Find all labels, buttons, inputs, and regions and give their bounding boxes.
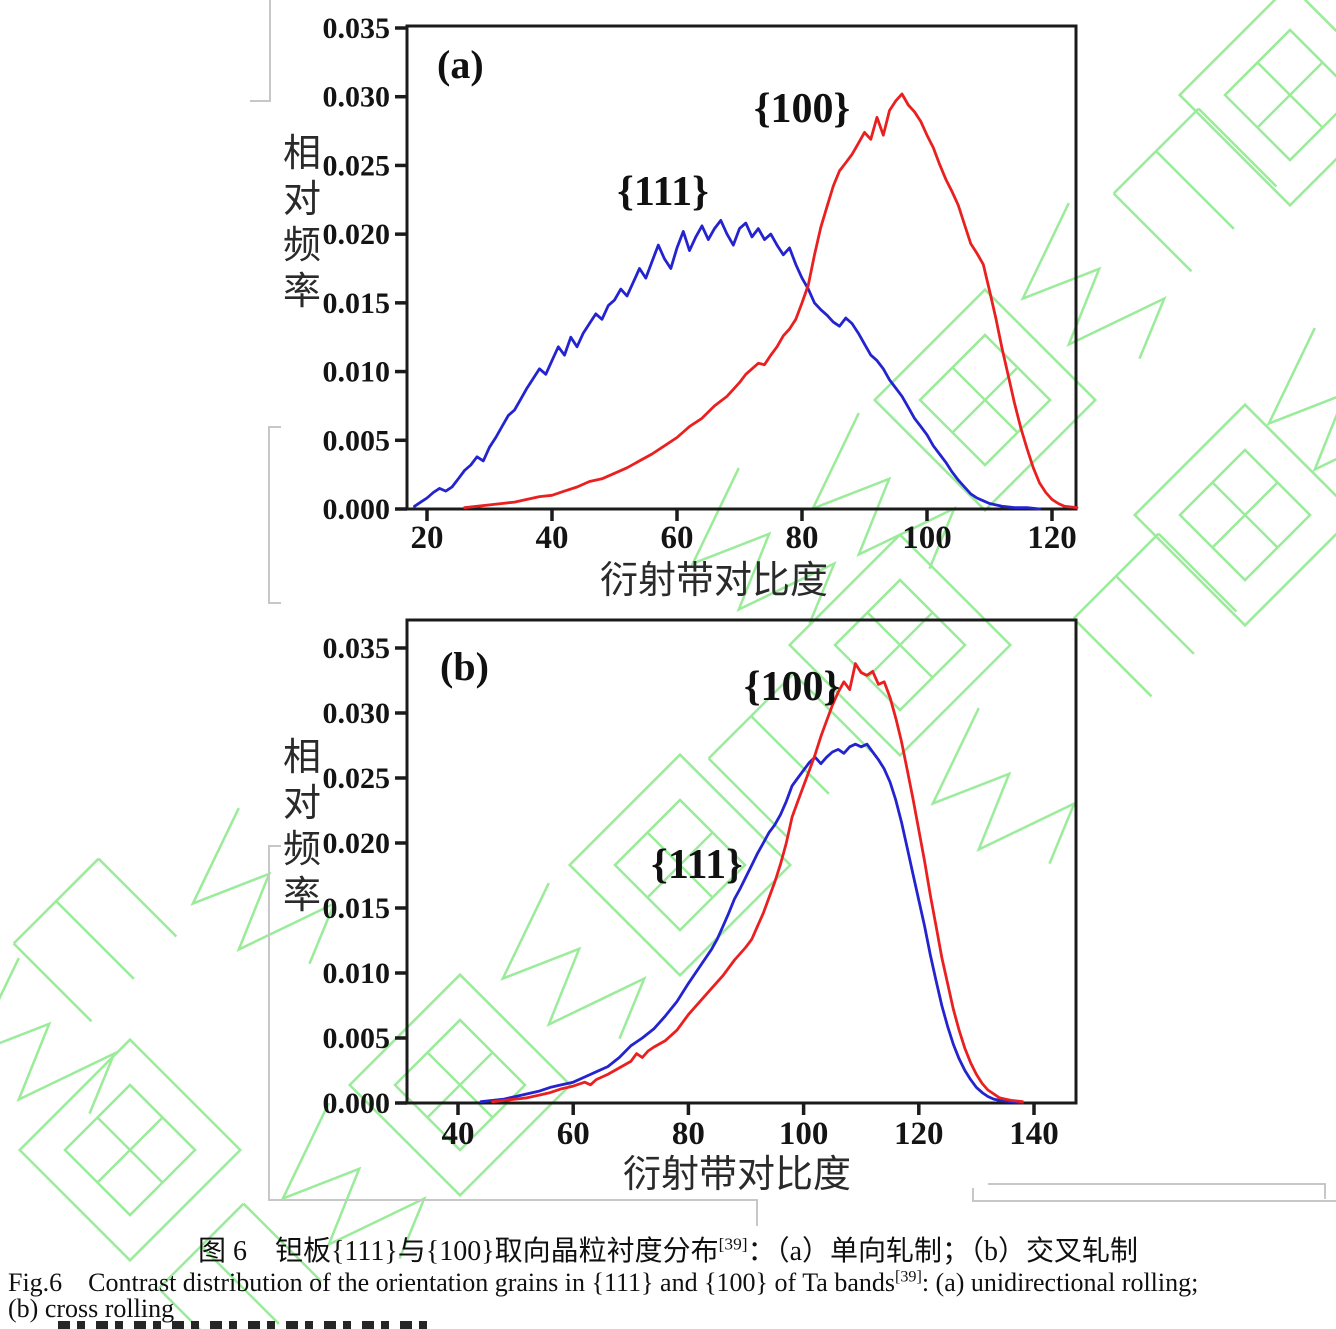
series-curve-111: [413, 218, 1041, 511]
caption-en-tail: : (a) unidirectional rolling;: [921, 1268, 1199, 1297]
series-curve-100: [463, 92, 1079, 510]
plot-frame: [405, 618, 1078, 1105]
chart-panel-b: 0.000 0.005 0.010 0.015 0.020 0.025 0.030 0.035…: [283, 618, 1078, 1196]
y-axis-title-char: 频: [283, 225, 321, 267]
x-tick-label: 140: [1009, 1116, 1059, 1152]
y-tick-label: 0.000: [323, 493, 391, 526]
panel-label: (b): [440, 644, 489, 689]
page-artifact-line: [268, 426, 270, 604]
page-artifact-line: [268, 1199, 758, 1201]
y-tick-label: 0.030: [323, 697, 391, 730]
caption-english-line1: Fig.6 Contrast distribution of the orien…: [8, 1262, 1198, 1299]
page-artifact-line: [269, 0, 271, 102]
y-tick-label: 0.020: [323, 218, 391, 251]
series-label: {100}: [744, 664, 840, 710]
caption-chinese: 图 6 钽板{111}与{100}取向晶粒衬度分布[39]：（a）单向轧制；（b…: [0, 1229, 1336, 1269]
y-tick-label: 0.020: [323, 827, 391, 860]
y-axis-title-char: 率: [283, 875, 321, 917]
x-tick-label: 20: [411, 520, 444, 556]
x-tick-label: 120: [1027, 520, 1077, 556]
x-tick-label: 40: [442, 1116, 475, 1152]
x-axis-title: 衍射带对比度: [623, 1154, 851, 1196]
series-label: {100}: [754, 86, 850, 132]
x-tick-label: 40: [536, 520, 569, 556]
page-artifact-line: [756, 1199, 758, 1226]
y-axis-title-char: 对: [283, 179, 321, 221]
y-tick-label: 0.025: [323, 762, 391, 795]
x-axis-title: 衍射带对比度: [600, 560, 828, 602]
caption-en-text: Fig.6 Contrast distribution of the orien…: [8, 1268, 895, 1297]
series-label: {111}: [651, 842, 742, 888]
x-tick-label: 80: [672, 1116, 705, 1152]
y-tick-label: 0.010: [323, 957, 391, 990]
y-tick-label: 0.035: [323, 12, 391, 45]
y-tick-label: 0.005: [323, 1022, 391, 1055]
y-tick-label: 0.010: [323, 356, 391, 389]
page-artifact-line: [250, 100, 271, 102]
series-curve-100: [491, 662, 1024, 1104]
caption-cn-reference: [39]: [718, 1234, 748, 1254]
x-tick-label: 100: [779, 1116, 829, 1152]
panel-label: (a): [437, 42, 484, 87]
page-artifact-line: [268, 602, 281, 604]
page-artifact-line: [268, 426, 281, 428]
caption-cn-text: 图 6 钽板{111}与{100}取向晶粒衬度分布: [197, 1236, 719, 1267]
x-tick-label: 60: [557, 1116, 590, 1152]
x-tick-label: 120: [894, 1116, 944, 1152]
x-tick-label: 80: [786, 520, 819, 556]
y-tick-label: 0.030: [323, 81, 391, 114]
y-axis-title-char: 频: [283, 829, 321, 871]
series-curve-111: [479, 742, 1024, 1105]
page-artifact-line: [972, 1200, 1336, 1202]
page-artifact-line: [988, 1183, 1326, 1185]
caption-en-reference: [39]: [894, 1268, 922, 1286]
caption-english-line2: (b) cross rolling: [8, 1294, 175, 1323]
y-axis-title-char: 相: [283, 133, 321, 175]
y-tick-label: 0.005: [323, 424, 391, 457]
series-label: {111}: [617, 169, 708, 215]
y-tick-label: 0.025: [323, 149, 391, 182]
y-tick-label: 0.015: [323, 892, 391, 925]
chart-panel-a: 0.000 0.005 0.010 0.015 0.020 0.025 0.030 0.035…: [283, 12, 1079, 602]
caption-cn-tail: ：（a）单向轧制；（b）交叉轧制: [747, 1236, 1139, 1267]
y-axis-title-char: 率: [283, 271, 321, 313]
y-tick-label: 0.035: [323, 632, 391, 665]
cropped-text-fragment: [58, 1321, 430, 1329]
page-artifact-line: [972, 1188, 974, 1202]
page-artifact-line: [1324, 1183, 1326, 1199]
plot-frame: [405, 24, 1078, 511]
x-tick-label: 60: [661, 520, 694, 556]
y-tick-label: 0.000: [323, 1087, 391, 1120]
page-artifact-line: [268, 845, 281, 847]
y-axis-title-char: 对: [283, 783, 321, 825]
page-artifact-line: [268, 845, 270, 1201]
y-axis-title-char: 相: [283, 737, 321, 779]
y-tick-label: 0.015: [323, 287, 391, 320]
x-tick-label: 100: [902, 520, 952, 556]
